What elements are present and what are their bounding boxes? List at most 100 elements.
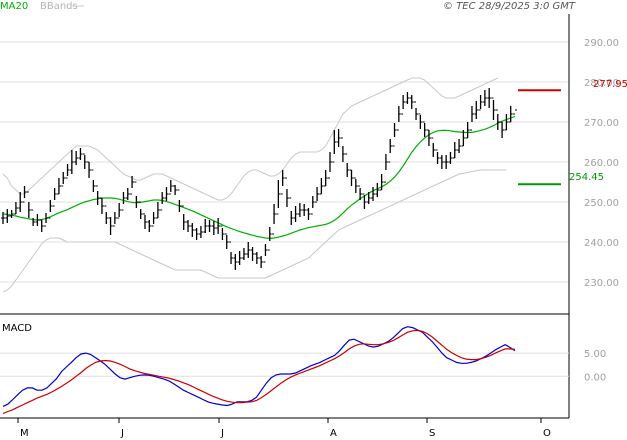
bbands-upper-line — [2, 77, 499, 201]
price-y-tick-label: 280.00 — [584, 78, 619, 89]
ohlc-bar — [216, 218, 221, 234]
macd-y-tick-label: 0.00 — [584, 372, 606, 383]
ohlc-bar — [414, 101, 419, 120]
price-y-tick-label: 270.00 — [584, 118, 619, 129]
x-month-label: A — [330, 428, 337, 439]
ohlc-bar — [168, 180, 173, 195]
ohlc-bar — [284, 177, 289, 207]
ohlc-bar — [345, 153, 350, 177]
ohlc-bar — [302, 204, 307, 216]
ohlc-bar — [383, 154, 388, 183]
ohlc-bar — [379, 174, 384, 191]
ohlc-bar — [375, 183, 380, 197]
ohlc-bar — [35, 214, 40, 226]
ohlc-bar — [263, 244, 268, 263]
ohlc-bar — [87, 161, 92, 178]
ohlc-bar — [388, 139, 393, 163]
ohlc-bar — [117, 203, 122, 219]
ohlc-bar — [121, 192, 126, 211]
ohlc-bar — [186, 220, 191, 232]
ohlc-bar — [469, 106, 474, 131]
ohlc-bar — [422, 121, 427, 137]
ohlc-bar — [173, 185, 178, 195]
ohlc-bar — [164, 187, 169, 201]
ohlc-bar — [104, 205, 109, 224]
ohlc-bar — [74, 151, 79, 165]
ohlc-bar — [297, 203, 302, 217]
ohlc-bar — [310, 196, 315, 215]
ohlc-bar — [138, 201, 143, 219]
price-y-tick-label: 250.00 — [584, 198, 619, 209]
ohlc-bar — [1, 212, 5, 224]
ohlc-bar — [495, 109, 500, 130]
ohlc-bar — [95, 185, 100, 205]
ohlc-bar — [246, 242, 251, 258]
ohlc-bar — [108, 217, 113, 235]
ohlc-bar — [155, 202, 160, 219]
ma20-line — [2, 115, 516, 240]
ohlc-bar — [474, 101, 479, 119]
ohlc-bar — [52, 188, 57, 207]
ohlc-bar — [241, 248, 246, 260]
ohlc-bar — [323, 170, 328, 187]
ohlc-bar — [259, 256, 264, 268]
ohlc-bar — [13, 202, 18, 215]
bbands-lower-line — [2, 169, 507, 293]
ohlc-bar — [366, 192, 371, 204]
ohlc-bar — [405, 92, 410, 104]
ohlc-bar — [336, 129, 341, 147]
ohlc-bar — [134, 181, 139, 208]
ohlc-bar — [194, 228, 199, 240]
copyright-text: © TEC 28/9/2025 3:0 GMT — [443, 1, 576, 12]
ohlc-bar — [487, 88, 492, 108]
ohlc-bar — [461, 130, 466, 147]
ohlc-bar — [44, 213, 49, 227]
ohlc-bar — [5, 209, 10, 223]
macd-panel: 0.00 5.00 M J J A S O — [0, 326, 606, 439]
ohlc-bar — [56, 178, 61, 195]
ohlc-bar — [327, 152, 332, 179]
ohlc-bar — [289, 197, 294, 225]
ohlc-bar — [439, 155, 444, 169]
ohlc-bar — [431, 137, 436, 157]
price-plot-area — [0, 14, 569, 314]
ohlc-bar — [272, 204, 277, 235]
ohlc-bar — [293, 206, 298, 222]
price-y-tick-label: 290.00 — [584, 38, 619, 49]
ohlc-bar — [99, 197, 104, 214]
ohlc-bar — [435, 149, 440, 164]
ohlc-bar — [418, 113, 423, 129]
ohlc-bar — [349, 169, 354, 186]
ohlc-bar — [500, 121, 505, 138]
ohlc-bar — [478, 95, 483, 111]
ohlc-bar — [513, 109, 517, 115]
ohlc-bar — [160, 192, 165, 211]
ohlc-bar — [18, 192, 23, 212]
ohlc-bar — [276, 180, 281, 215]
ohlc-bar — [315, 187, 320, 203]
ohlc-bar — [211, 221, 216, 235]
ohlc-bar — [254, 252, 259, 264]
ohlc-bar — [130, 176, 135, 195]
ohlc-bar — [22, 186, 27, 203]
ohlc-bar — [482, 90, 487, 106]
ohlc-bar — [142, 213, 147, 229]
macd-series-line — [2, 326, 516, 407]
ohlc-bar — [224, 233, 229, 249]
x-month-label: J — [120, 428, 124, 439]
resistance-label: 277.95 — [593, 79, 627, 90]
ohlc-bar — [61, 172, 66, 187]
ohlc-bar — [465, 122, 470, 139]
ohlc-bar — [65, 164, 70, 179]
ohlc-bar — [340, 137, 345, 162]
ohlc-bar — [508, 106, 513, 123]
ohlc-bar — [233, 254, 238, 270]
ohlc-bar — [371, 187, 376, 201]
x-month-label: J — [220, 428, 224, 439]
ohlc-bar — [237, 251, 242, 265]
ohlc-bar — [409, 95, 414, 109]
ohlc-bar — [229, 241, 234, 264]
ohlc-bar — [396, 106, 401, 131]
